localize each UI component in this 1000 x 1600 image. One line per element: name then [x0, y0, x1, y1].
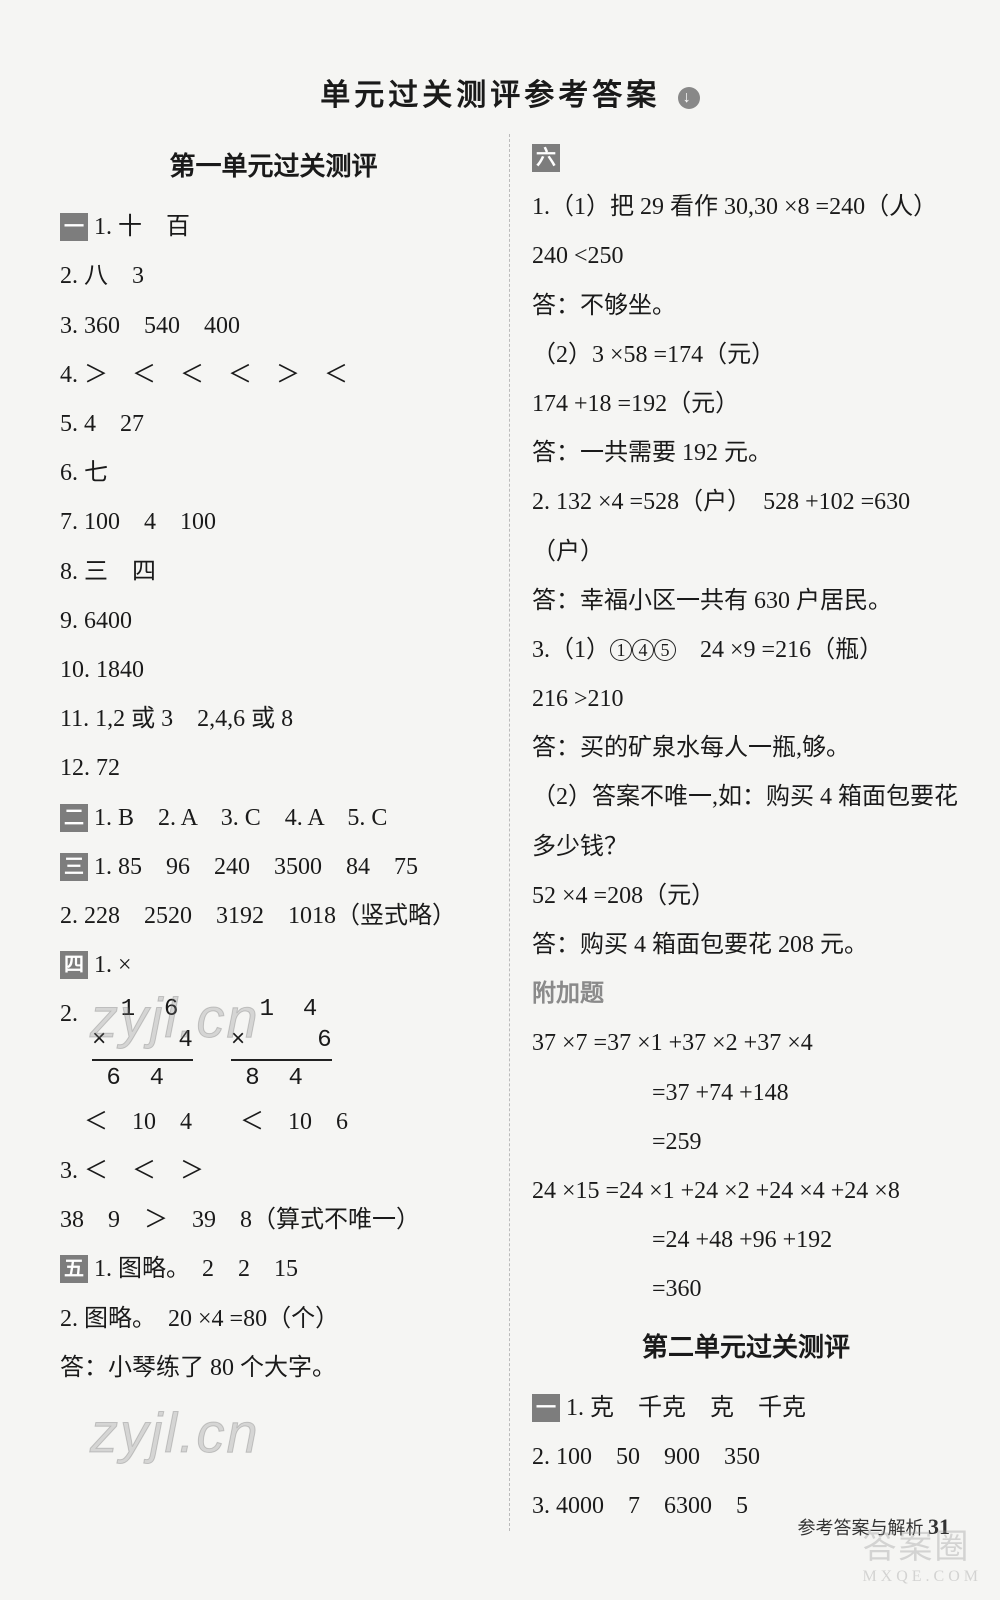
line: 答：购买 4 箱面包要花 208 元。: [532, 921, 960, 970]
line: 答：小琴练了 80 个大字。: [60, 1344, 487, 1393]
text: 1. 85 96 240 3500 84 75: [94, 854, 418, 880]
corner-wm-top: 答案圈: [862, 1529, 970, 1566]
unit1-heading: 第一单元过关测评: [60, 140, 487, 193]
corner-watermark: 答案圈 MXQE.COM: [862, 1519, 982, 1586]
unit2-section-1-icon: 一: [532, 1394, 560, 1422]
text: 1. 十 百: [94, 214, 190, 240]
line: 答：不够坐。: [532, 282, 960, 331]
unit2-heading: 第二单元过关测评: [532, 1321, 960, 1374]
line: 3.（1）145 24 ×9 =216（瓶）: [532, 626, 960, 675]
page-title-text: 单元过关测评参考答案: [320, 79, 660, 112]
section-6-icon: 六: [532, 144, 560, 172]
line: 9. 6400: [60, 597, 487, 646]
line: 多少钱？: [532, 823, 960, 872]
line: 12. 72: [60, 744, 487, 793]
line: =259: [532, 1118, 960, 1167]
vertical-calc-1: 1 6 × 4 6 4: [92, 994, 193, 1094]
line: （2）答案不唯一,如：购买 4 箱面包要花: [532, 773, 960, 822]
vc-top: 1 4: [231, 994, 332, 1025]
line: 8. 三 四: [60, 548, 487, 597]
circled-4-icon: 4: [632, 639, 654, 661]
line: 答：幸福小区一共有 630 户居民。: [532, 577, 960, 626]
line: 5. 4 27: [60, 400, 487, 449]
section-4-icon: 四: [60, 951, 88, 979]
circled-5-icon: 5: [654, 639, 676, 661]
line: 52 ×4 =208（元）: [532, 872, 960, 921]
line: 2. 图略。 20 ×4 =80（个）: [60, 1295, 487, 1344]
vc-bot: 6 4: [92, 1063, 193, 1094]
line: 2. 132 ×4 =528（户） 528 +102 =630（户）: [532, 478, 960, 576]
line: =37 +74 +148: [532, 1069, 960, 1118]
line: 6. 七: [60, 449, 487, 498]
page: 单元过关测评参考答案 ↓ 第一单元过关测评 一1. 十 百 2. 八 3 3. …: [0, 0, 1000, 1600]
circled-1-icon: 1: [610, 639, 632, 661]
line: 五1. 图略。 2 2 15: [60, 1245, 487, 1294]
line: ＜ 10 4 ＜ 10 6: [60, 1098, 487, 1147]
line: 216 >210: [532, 675, 960, 724]
vc-bot: 8 4: [231, 1063, 332, 1094]
line: 一1. 十 百: [60, 203, 487, 252]
line: 38 9 ＞ 39 8（算式不唯一）: [60, 1196, 487, 1245]
column-right: 六1.（1）把 29 看作 30,30 ×8 =240（人） 240 <250 …: [510, 134, 960, 1531]
section-3-icon: 三: [60, 853, 88, 881]
vc-mid: × 6: [231, 1025, 332, 1056]
columns: 第一单元过关测评 一1. 十 百 2. 八 3 3. 360 540 400 4…: [60, 134, 960, 1531]
line: 2. 228 2520 3192 1018（竖式略）: [60, 892, 487, 941]
vertical-calc-row: 2. 1 6 × 4 6 4 1 4 × 6 8 4: [60, 990, 487, 1098]
vertical-calc-2: 1 4 × 6 8 4: [231, 994, 332, 1094]
corner-wm-sub: MXQE.COM: [862, 1568, 982, 1586]
line: 7. 100 4 100: [60, 498, 487, 547]
text: 1. 图略。 2 2 15: [94, 1256, 298, 1282]
line: 2. 八 3: [60, 252, 487, 301]
line: （2）3 ×58 =174（元）: [532, 331, 960, 380]
page-title: 单元过关测评参考答案 ↓: [60, 70, 960, 114]
line: =360: [532, 1265, 960, 1314]
vc-mid: × 4: [92, 1025, 193, 1056]
line: 3. 360 540 400: [60, 302, 487, 351]
line: 三1. 85 96 240 3500 84 75: [60, 843, 487, 892]
section-1-icon: 一: [60, 213, 88, 241]
line: 答：一共需要 192 元。: [532, 429, 960, 478]
text: 24 ×9 =216（瓶）: [676, 637, 883, 663]
line: 六 1.（1）把 29 看作 30,30 ×8 =240（人）: [532, 134, 960, 232]
column-left: 第一单元过关测评 一1. 十 百 2. 八 3 3. 360 540 400 4…: [60, 134, 510, 1531]
line: 10. 1840: [60, 646, 487, 695]
line: =24 +48 +96 +192: [532, 1216, 960, 1265]
line: 4. ＞ ＜ ＜ ＜ ＞ ＜: [60, 351, 487, 400]
section-5-icon: 五: [60, 1255, 88, 1283]
prefix: 2.: [60, 1001, 78, 1027]
section-2-icon: 二: [60, 804, 88, 832]
line: 答：买的矿泉水每人一瓶,够。: [532, 724, 960, 773]
extra-heading: 附加题: [532, 970, 960, 1019]
text: 1. ×: [94, 952, 132, 978]
line: 一1. 克 千克 克 千克: [532, 1384, 960, 1433]
text: 1. 克 千克 克 千克: [566, 1395, 806, 1421]
text: 3.（1）: [532, 637, 610, 663]
down-arrow-icon: ↓: [678, 87, 700, 109]
text: 1.（1）把 29 看作 30,30 ×8 =240（人）: [532, 194, 937, 220]
line: 四1. ×: [60, 941, 487, 990]
line: 37 ×7 =37 ×1 +37 ×2 +37 ×4: [532, 1019, 960, 1068]
vc-top: 1 6: [92, 994, 193, 1025]
line: 11. 1,2 或 3 2,4,6 或 8: [60, 695, 487, 744]
hline-icon: [231, 1059, 332, 1061]
hline-icon: [92, 1059, 193, 1061]
line: 3. ＜ ＜ ＞: [60, 1147, 487, 1196]
text: 1. B 2. A 3. C 4. A 5. C: [94, 805, 387, 831]
line: 174 +18 =192（元）: [532, 380, 960, 429]
line: 24 ×15 =24 ×1 +24 ×2 +24 ×4 +24 ×8: [532, 1167, 960, 1216]
line: 2. 100 50 900 350: [532, 1433, 960, 1482]
line: 240 <250: [532, 232, 960, 281]
line: 二1. B 2. A 3. C 4. A 5. C: [60, 794, 487, 843]
